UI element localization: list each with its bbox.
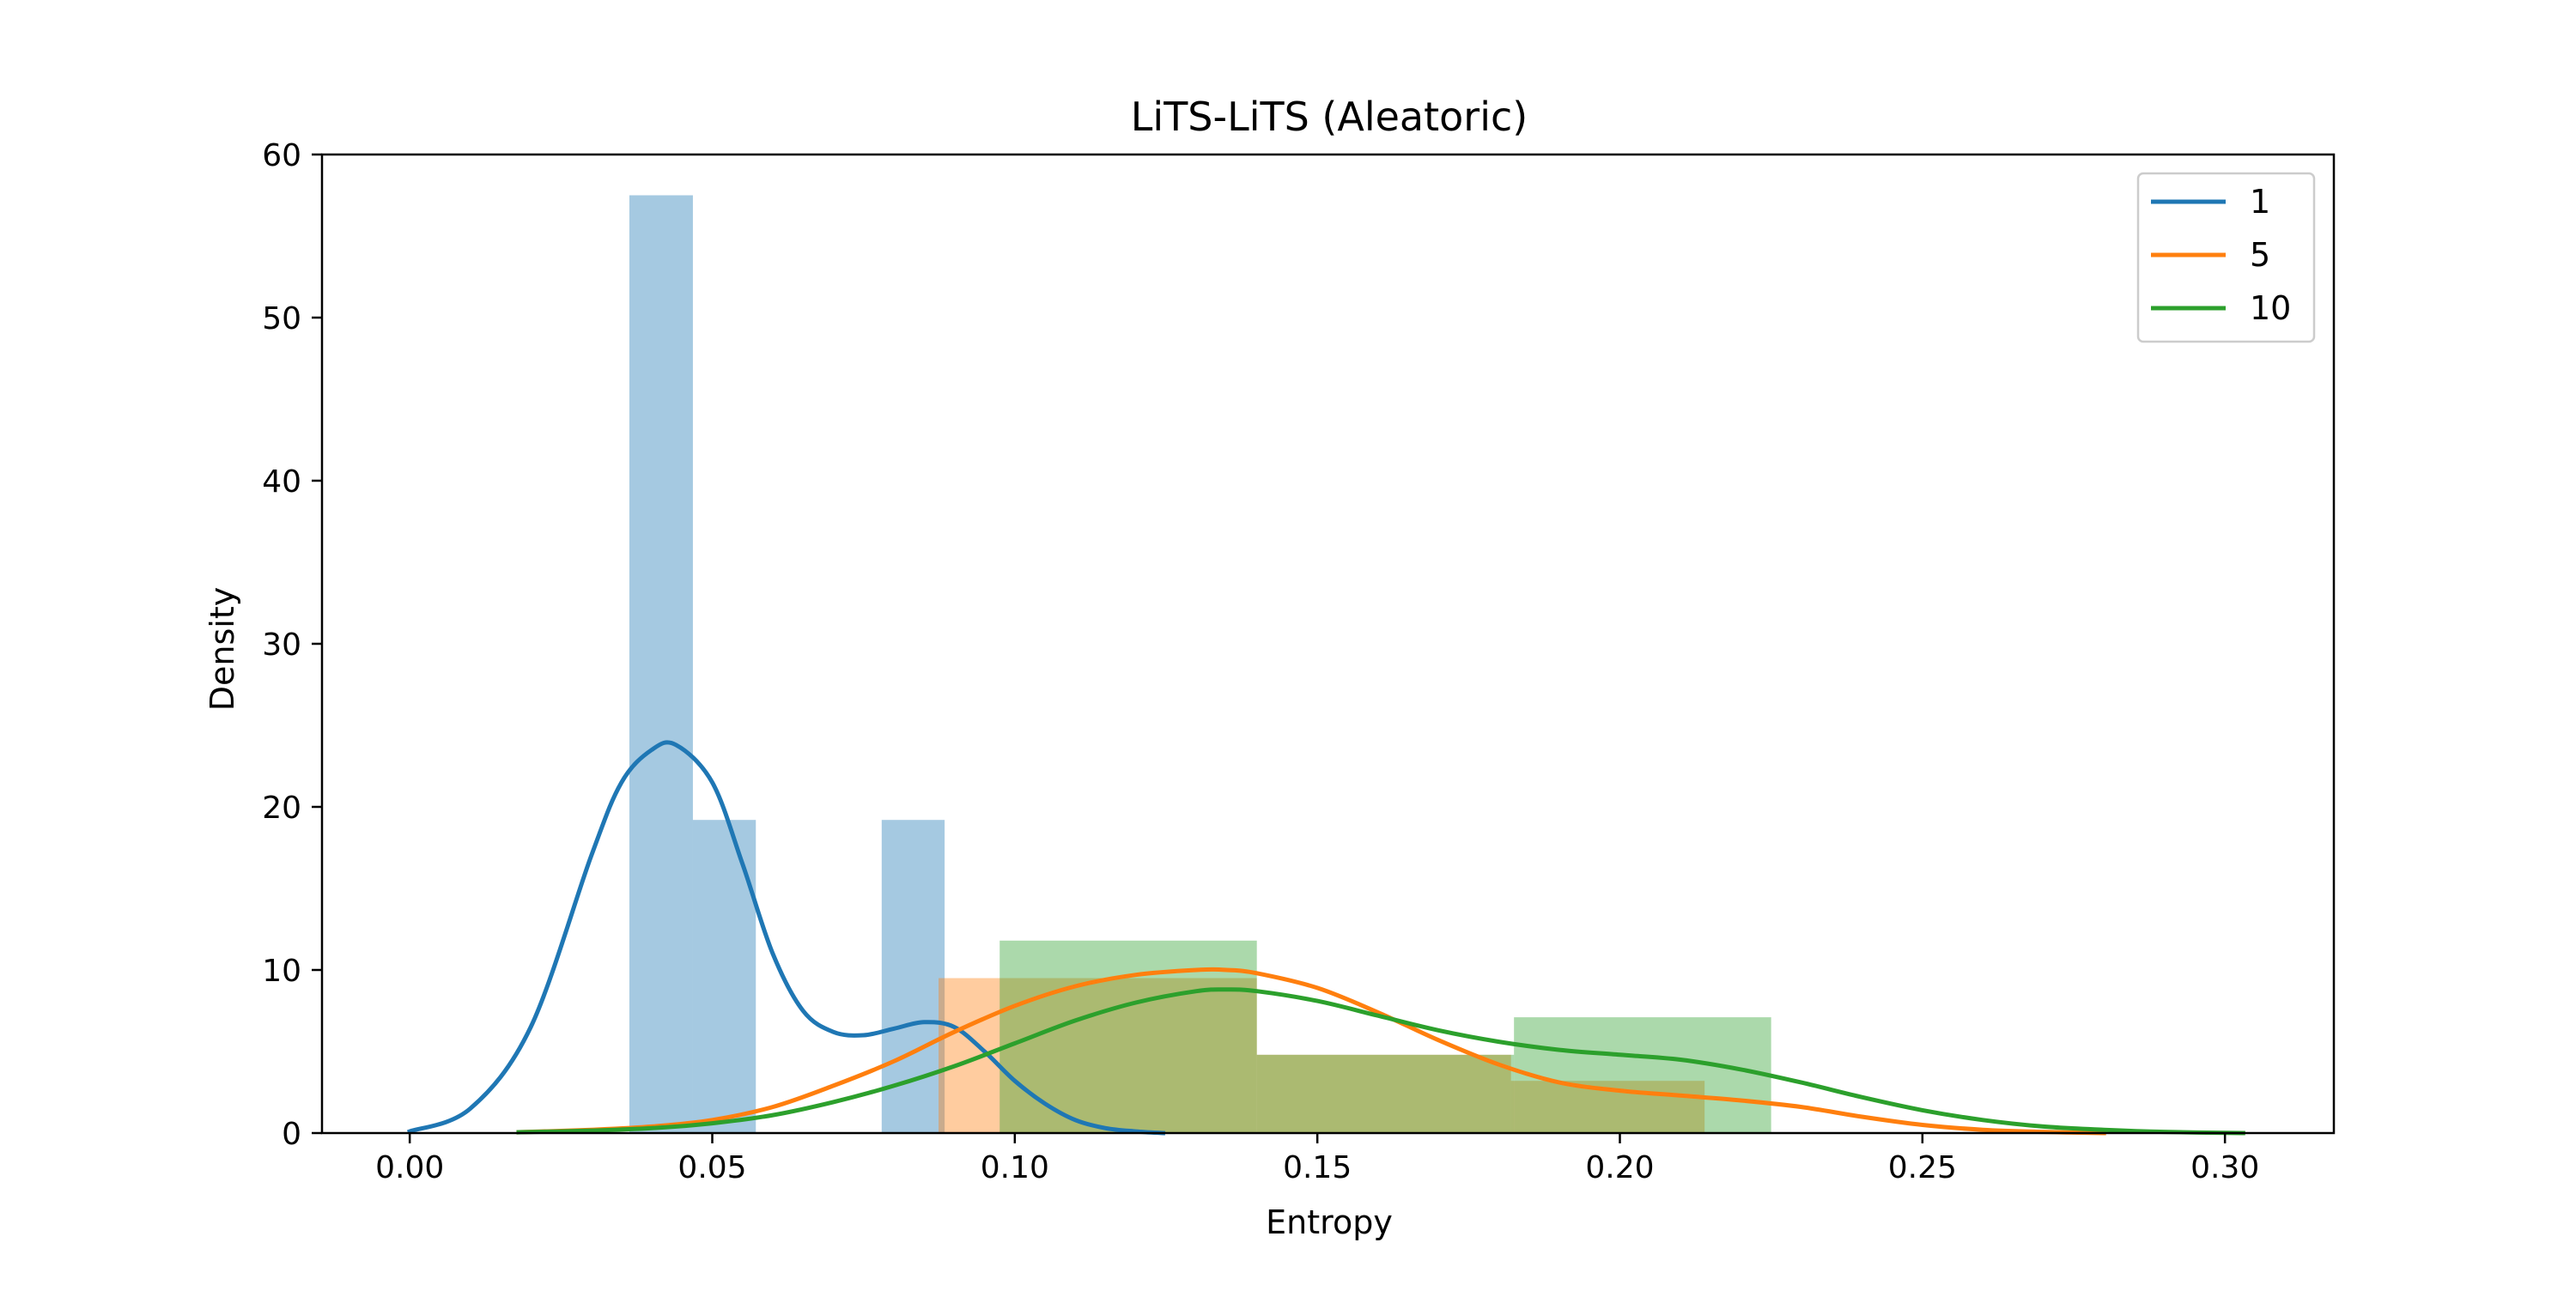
legend-label-series-5: 5 (2250, 236, 2270, 274)
x-tick-label-1: 0.05 (677, 1150, 746, 1185)
y-tick-label-0: 0 (282, 1117, 301, 1152)
y-tick-label-3: 30 (262, 627, 301, 663)
x-tick-label-3: 0.15 (1283, 1150, 1352, 1185)
kde-line-series-10 (516, 987, 2245, 1136)
kde-curves (406, 740, 2245, 1136)
x-axis: 0.00 0.05 0.10 0.15 0.20 0.25 0.30 (375, 1133, 2259, 1185)
histogram-bar-series-10-bin-2 (1514, 1017, 1771, 1133)
y-tick-label-2: 20 (262, 791, 301, 826)
x-tick-label-2: 0.10 (981, 1150, 1049, 1185)
histogram-bar-series-10-bin-1 (1256, 1054, 1515, 1133)
y-axis-label: Density (204, 587, 241, 711)
x-tick-label-6: 0.30 (2190, 1150, 2259, 1185)
histogram-bar-series-1-bin-0 (629, 195, 693, 1133)
x-tick-label-0: 0.00 (375, 1150, 444, 1185)
y-tick-label-5: 50 (262, 301, 301, 336)
chart-title: LiTS-LiTS (Aleatoric) (1131, 94, 1528, 140)
x-tick-label-5: 0.25 (1888, 1150, 1957, 1185)
legend-label-series-1: 1 (2250, 183, 2270, 221)
y-tick-label-1: 10 (262, 954, 301, 989)
kde-line-series-1 (406, 740, 1166, 1136)
histogram-bar-series-1-bin-1 (692, 820, 756, 1133)
y-tick-label-4: 40 (262, 464, 301, 500)
x-axis-label: Entropy (1266, 1203, 1393, 1241)
legend-label-series-10: 10 (2250, 289, 2291, 327)
histogram-bar-series-5-bin-1 (1256, 1054, 1511, 1133)
legend-box (2136, 172, 2316, 343)
y-tick-label-6: 60 (262, 138, 301, 173)
y-axis: 0 10 20 30 40 50 60 (262, 138, 322, 1152)
x-tick-label-4: 0.20 (1585, 1150, 1654, 1185)
kde-line-series-5 (516, 967, 2106, 1136)
